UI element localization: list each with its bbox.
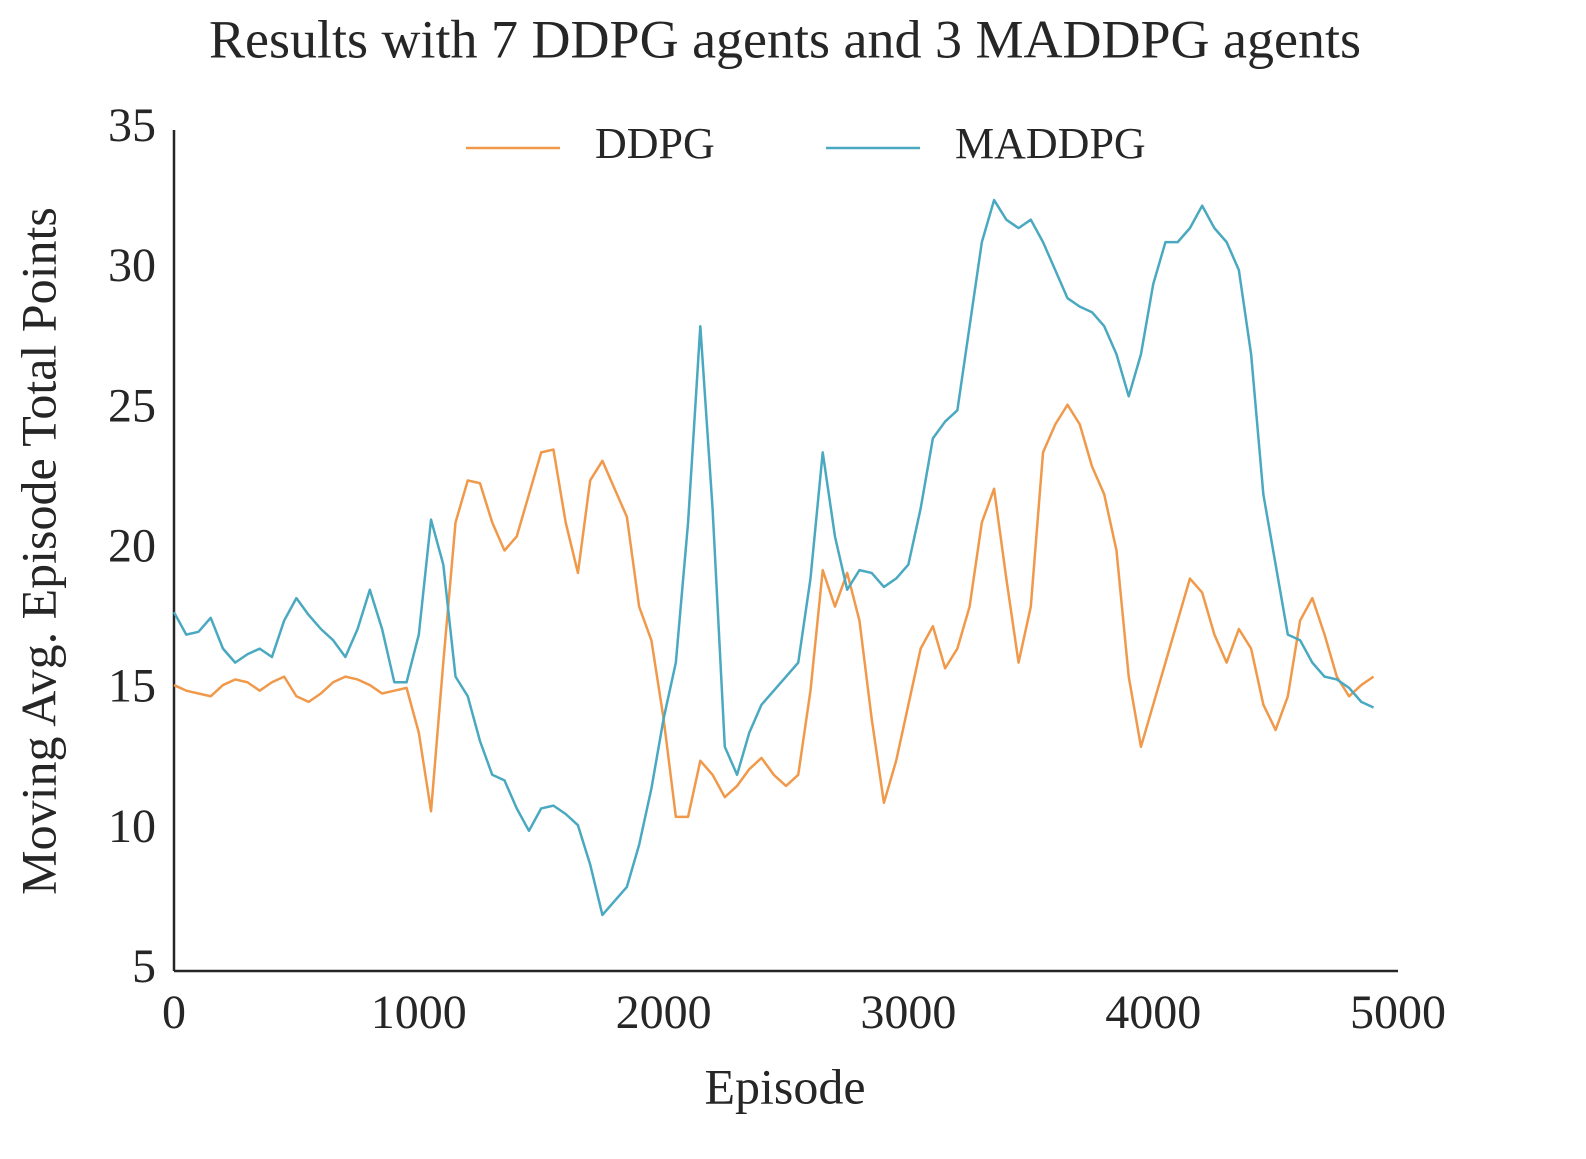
x-tick-label: 5000 [1350, 986, 1446, 1039]
x-tick-label: 4000 [1105, 986, 1201, 1039]
data-line [172, 198, 1375, 917]
y-tick-label: 35 [108, 99, 156, 152]
y-tick-label: 10 [108, 800, 156, 853]
y-tick-label: 15 [108, 660, 156, 713]
x-axis-label: Episode [704, 1058, 865, 1114]
y-tick-label: 25 [108, 379, 156, 432]
y-tick-label: 5 [132, 940, 156, 993]
legend-label: DDPG [595, 119, 715, 168]
y-tick-label: 30 [108, 239, 156, 292]
chart-title: Results with 7 DDPG agents and 3 MADDPG … [209, 9, 1361, 69]
data-line [173, 403, 1375, 819]
x-tick-label: 0 [162, 986, 186, 1039]
x-tick-label: 3000 [860, 986, 956, 1039]
legend-label: MADDPG [955, 119, 1146, 168]
x-tick-label: 1000 [371, 986, 467, 1039]
x-tick-label: 2000 [616, 986, 712, 1039]
y-axis-label: Moving Avg. Episode Total Points [10, 207, 66, 895]
y-tick-label: 20 [108, 520, 156, 573]
